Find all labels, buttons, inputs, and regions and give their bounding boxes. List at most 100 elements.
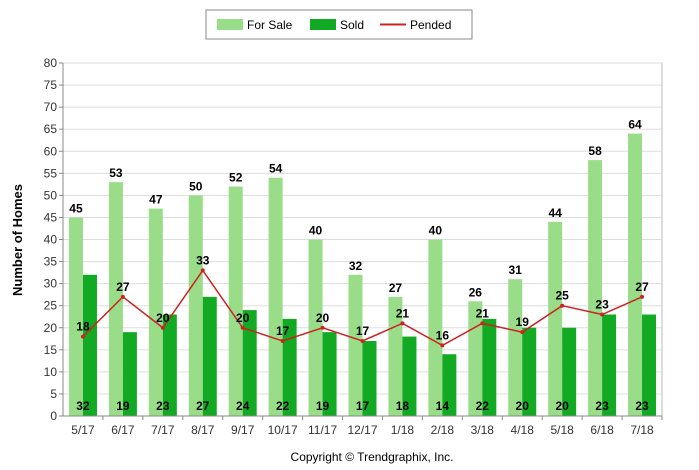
y-tick-label: 0 xyxy=(50,409,57,423)
data-label-sold: 32 xyxy=(76,399,90,413)
data-label-pended: 20 xyxy=(156,311,170,325)
data-label-for-sale: 45 xyxy=(69,201,83,215)
data-label-pended: 25 xyxy=(555,289,569,303)
x-tick-label: 11/17 xyxy=(308,423,337,437)
bar-sold xyxy=(442,354,457,416)
y-tick-label: 15 xyxy=(44,343,58,357)
data-label-for-sale: 54 xyxy=(269,162,283,176)
data-label-for-sale: 47 xyxy=(149,193,163,207)
legend-swatch-for-sale xyxy=(217,19,243,30)
bar-sold xyxy=(162,314,177,416)
x-tick-label: 12/17 xyxy=(347,423,377,437)
bar-for-sale xyxy=(588,160,603,416)
x-tick-label: 5/17 xyxy=(71,423,95,437)
line-layer xyxy=(80,268,645,348)
bar-for-sale xyxy=(188,195,203,416)
y-tick-label: 30 xyxy=(44,277,58,291)
data-label-pended: 33 xyxy=(196,253,210,267)
point-pended xyxy=(280,338,285,343)
x-tick-label: 6/18 xyxy=(590,423,614,437)
data-label-sold: 14 xyxy=(436,399,450,413)
x-tick-label: 6/17 xyxy=(111,423,135,437)
bar-for-sale xyxy=(348,274,363,416)
legend-label-for-sale: For Sale xyxy=(247,18,293,32)
data-label-pended: 21 xyxy=(476,306,490,320)
legend: For Sale Sold Pended xyxy=(205,9,473,40)
data-label-for-sale: 44 xyxy=(548,206,562,220)
x-tick-label: 7/17 xyxy=(151,423,175,437)
data-label-pended: 27 xyxy=(116,280,130,294)
y-tick-label: 20 xyxy=(44,321,58,335)
y-tick-label: 80 xyxy=(44,56,58,70)
point-pended xyxy=(240,325,245,330)
copyright-text: Copyright © Trendgraphix, Inc. xyxy=(291,450,454,464)
x-tick-label: 4/18 xyxy=(511,423,535,437)
bar-sold xyxy=(362,340,377,416)
bar-layer xyxy=(68,133,657,416)
point-pended xyxy=(400,321,405,326)
data-label-pended: 18 xyxy=(76,320,90,334)
data-label-sold: 19 xyxy=(116,399,130,413)
data-label-sold: 23 xyxy=(595,399,609,413)
y-tick-label: 35 xyxy=(44,255,58,269)
data-label-sold: 20 xyxy=(516,399,530,413)
y-axis-title: Number of Homes xyxy=(10,184,25,296)
point-pended xyxy=(320,325,325,330)
y-tick-label: 55 xyxy=(44,166,58,180)
data-label-sold: 23 xyxy=(156,399,170,413)
x-tick-label: 3/18 xyxy=(471,423,495,437)
data-label-for-sale: 26 xyxy=(469,285,483,299)
x-tick-label: 8/17 xyxy=(191,423,215,437)
bar-sold xyxy=(562,327,577,416)
y-tick-label: 65 xyxy=(44,122,58,136)
label-layer: 45 32 53 19 47 23 50 27 52 24 54 22 40 19 32 17 27 18 40 14… xyxy=(69,118,649,413)
point-pended xyxy=(120,294,125,299)
data-label-pended: 20 xyxy=(236,311,250,325)
bar-for-sale xyxy=(388,296,403,416)
point-pended xyxy=(200,268,205,273)
bar-sold xyxy=(282,318,297,416)
data-label-pended: 23 xyxy=(595,298,609,312)
data-label-for-sale: 64 xyxy=(628,118,642,132)
legend-label-sold: Sold xyxy=(340,18,364,32)
data-label-sold: 18 xyxy=(396,399,410,413)
bar-for-sale xyxy=(628,133,643,416)
data-label-sold: 22 xyxy=(476,399,490,413)
x-tick-label: 9/17 xyxy=(231,423,255,437)
data-label-pended: 19 xyxy=(516,315,530,329)
bar-sold xyxy=(122,332,137,416)
legend-label-pended: Pended xyxy=(410,18,451,32)
bar-for-sale xyxy=(268,177,283,416)
data-label-sold: 23 xyxy=(635,399,649,413)
point-pended xyxy=(600,312,605,317)
bar-sold xyxy=(402,336,417,416)
point-pended xyxy=(80,334,85,339)
y-tick-label: 60 xyxy=(44,144,58,158)
point-pended xyxy=(640,294,645,299)
data-label-for-sale: 31 xyxy=(509,263,523,277)
x-tick-label: 10/17 xyxy=(268,423,298,437)
data-label-sold: 20 xyxy=(555,399,569,413)
bar-for-sale xyxy=(308,239,323,416)
y-tick-label: 75 xyxy=(44,78,58,92)
data-label-sold: 19 xyxy=(316,399,330,413)
data-label-sold: 22 xyxy=(276,399,290,413)
data-label-sold: 17 xyxy=(356,399,370,413)
bar-for-sale xyxy=(428,239,443,416)
bar-for-sale xyxy=(68,217,83,416)
bar-sold xyxy=(482,318,497,416)
data-label-pended: 21 xyxy=(396,306,410,320)
bar-for-sale xyxy=(148,208,163,416)
y-tick-label: 70 xyxy=(44,100,58,114)
data-label-sold: 27 xyxy=(196,399,210,413)
data-label-pended: 16 xyxy=(436,328,450,342)
point-pended xyxy=(520,330,525,335)
data-label-for-sale: 40 xyxy=(429,224,443,238)
axis-layer: 0 5 10 15 20 25 30 35 40 45 50 55 60 65 70 75 80 5/17 6/17… xyxy=(44,56,663,437)
data-label-pended: 17 xyxy=(356,324,370,338)
y-tick-label: 50 xyxy=(44,188,58,202)
legend-swatch-sold xyxy=(310,19,336,30)
data-label-for-sale: 27 xyxy=(389,281,403,295)
